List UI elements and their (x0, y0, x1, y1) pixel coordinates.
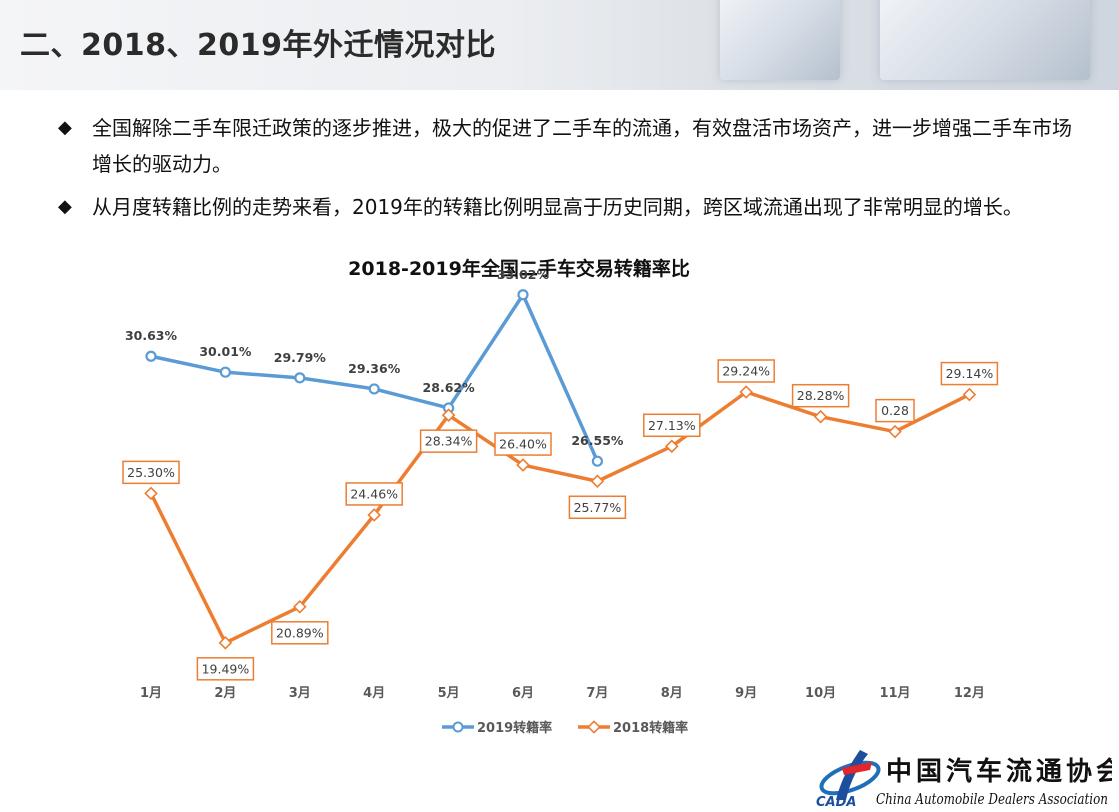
x-tick-label: 6月 (512, 686, 534, 701)
diamond-bullet-icon: ◆ (58, 196, 72, 217)
data-point-2018 (739, 385, 753, 399)
data-label-box-2018 (419, 429, 478, 453)
data-point-2019 (591, 455, 604, 467)
data-label-2019: 29.79% (274, 350, 327, 365)
bullet-item: ◆ 从月度转籍比例的走势来看，2019年的转籍比例明显高于历史同期，跨区域流通出… (58, 189, 1088, 261)
data-label-2019: 26.55% (571, 433, 624, 448)
bullet-item: ◆ 全国解除二手车限迁政策的逐步推进，极大的促进了二手车的流通，有效盘活市场资产… (58, 110, 1088, 182)
decor-cube (720, 0, 840, 80)
data-label-2018: 29.14% (946, 366, 994, 381)
data-label-box-2018 (875, 398, 915, 423)
data-label-box-2018 (345, 482, 403, 506)
x-tick-label: 7月 (586, 686, 608, 701)
x-tick-label: 9月 (735, 686, 757, 701)
x-tick-label: 4月 (363, 686, 385, 701)
x-tick-label: 3月 (289, 686, 311, 701)
data-label-box-2018 (717, 359, 775, 383)
data-point-2019 (219, 366, 231, 378)
x-tick-label: 5月 (438, 686, 460, 701)
x-tick-label: 11月 (879, 686, 910, 701)
data-label-box-2018 (791, 383, 850, 408)
data-label-2018: 20.89% (276, 625, 324, 640)
data-point-2019 (368, 383, 380, 395)
logo-en-text: China Automobile Dealers Association (876, 790, 1108, 808)
data-label-box-2018 (122, 460, 180, 485)
legend-marker (452, 721, 464, 733)
data-label-box-2018 (271, 621, 329, 645)
legend-marker (587, 720, 601, 734)
data-label-2018: 19.49% (202, 661, 250, 676)
data-label-2019: 33.02% (497, 267, 550, 282)
legend-label: 2019转籍率 (477, 720, 552, 736)
series-line-2018 (149, 390, 971, 645)
data-point-2018 (813, 409, 828, 424)
data-point-2018 (516, 458, 530, 472)
data-point-2018 (218, 636, 233, 650)
x-tick-label: 12月 (954, 686, 985, 701)
data-point-2019 (145, 350, 157, 362)
data-point-2018 (441, 408, 456, 422)
bullet-text: 从月度转籍比例的走势来看，2019年的转籍比例明显高于历史同期，跨区域流通出现了… (92, 195, 1023, 219)
x-axis: 1月 2月 3月 4月 5月 6月 7月 8月 9月 10月 11月 12月 (140, 686, 985, 701)
diamond-bullet-icon: ◆ (58, 117, 72, 138)
data-label-2018: 25.30% (127, 465, 175, 480)
data-point-2018 (962, 387, 977, 402)
data-label-2018: 29.24% (722, 363, 770, 378)
x-tick-label: 1月 (140, 686, 162, 701)
page-title: 二、2018、2019年外迁情况对比 (20, 28, 496, 63)
data-label-box-2018 (940, 361, 999, 386)
data-label-2018: 25.77% (574, 500, 622, 515)
plot-area: 30.63% 30.01% 29.79% 29.36% 28.62% 33.02% 26.5… (122, 267, 999, 681)
data-point-2018 (293, 600, 307, 614)
chart-title: 2018-2019年全国二手车交易转籍率比 (348, 257, 690, 280)
data-label-box-2018 (494, 432, 552, 456)
x-tick-label: 8月 (661, 686, 683, 701)
data-label-2018: 26.40% (499, 437, 547, 452)
data-label-2018: 28.34% (425, 434, 473, 449)
data-point-2019 (517, 289, 529, 301)
data-point-2018 (590, 474, 605, 489)
cada-logo-graphic: CADA 中国汽车流通协会 China Automobile Dealers A… (816, 750, 1119, 810)
data-label-2019: 29.36% (348, 361, 401, 376)
logo-mark-text: CADA (816, 795, 856, 808)
data-label-2018: 0.28 (881, 403, 909, 418)
data-point-2018 (665, 439, 679, 454)
data-point-2018 (888, 424, 902, 439)
bullet-text: 全国解除二手车限迁政策的逐步推进，极大的促进了二手车的流通，有效盘活市场资产，进… (92, 116, 1072, 176)
data-label-box-2018 (196, 657, 255, 681)
data-label-2018: 28.28% (797, 388, 845, 403)
chart-legend: 2019转籍率 2018转籍率 (442, 720, 688, 736)
legend-label: 2018转籍率 (613, 720, 688, 736)
data-label-2018: 27.13% (648, 418, 696, 433)
data-label-box-2018 (643, 413, 701, 438)
data-label-2018: 24.46% (350, 486, 398, 501)
data-point-2019 (294, 372, 306, 384)
cada-logo: CADA 中国汽车流通协会 China Automobile Dealers A… (812, 742, 1119, 810)
logo-cn-text: 中国汽车流通协会 (886, 756, 1112, 787)
x-tick-label: 10月 (805, 686, 836, 701)
data-label-2019: 30.01% (199, 344, 252, 359)
data-label-box-2018 (568, 495, 627, 520)
data-label-2019: 30.63% (125, 328, 178, 343)
decor-cube (880, 0, 1090, 80)
data-label-2019: 28.62% (423, 380, 476, 395)
data-point-2018 (144, 486, 158, 501)
header-banner: 二、2018、2019年外迁情况对比 (0, 0, 1119, 90)
x-tick-label: 2月 (214, 686, 236, 701)
data-point-2018 (367, 508, 381, 522)
